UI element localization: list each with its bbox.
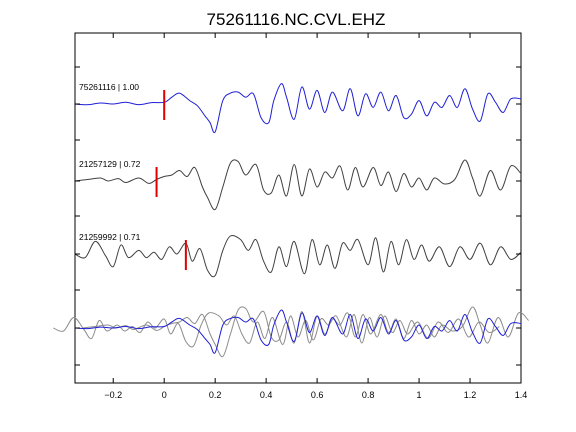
plot-area: −0.2 0 0.2 0.4 0.6 0.8 1 1.2 1.4 75261116 | 1.00… — [53, 32, 530, 400]
x-tick-label: 1.4 — [515, 390, 528, 400]
x-tick-label: 0 — [162, 390, 167, 400]
chart-title: 75261116.NC.CVL.EHZ — [207, 10, 386, 29]
trace-line-2 — [74, 159, 522, 211]
trace-line-3 — [74, 234, 522, 278]
traces — [53, 83, 530, 358]
trace-line-1 — [74, 83, 522, 134]
x-tick-label: 1.2 — [464, 390, 477, 400]
trace-labels: 75261116 | 1.00 21257129 | 0.72 21259992 |… — [79, 82, 141, 242]
x-tick-label: 0.2 — [209, 390, 222, 400]
x-tick-label: −0.2 — [104, 390, 122, 400]
x-tick-label: 0.8 — [362, 390, 375, 400]
x-axis-ticks: −0.2 0 0.2 0.4 0.6 0.8 1 1.2 1.4 — [104, 33, 527, 400]
trace-label-2: 21257129 | 0.72 — [79, 159, 141, 169]
x-tick-label: 0.4 — [260, 390, 273, 400]
overlay-trace-1 — [74, 309, 522, 354]
overlay-trace-2 — [82, 306, 530, 358]
axes-frame — [74, 32, 522, 384]
trace-label-1: 75261116 | 1.00 — [79, 82, 139, 92]
trace-label-3: 21259992 | 0.71 — [79, 232, 141, 242]
x-tick-label: 0.6 — [311, 390, 324, 400]
x-tick-label: 1 — [417, 390, 422, 400]
y-axis-ticks — [75, 66, 521, 366]
